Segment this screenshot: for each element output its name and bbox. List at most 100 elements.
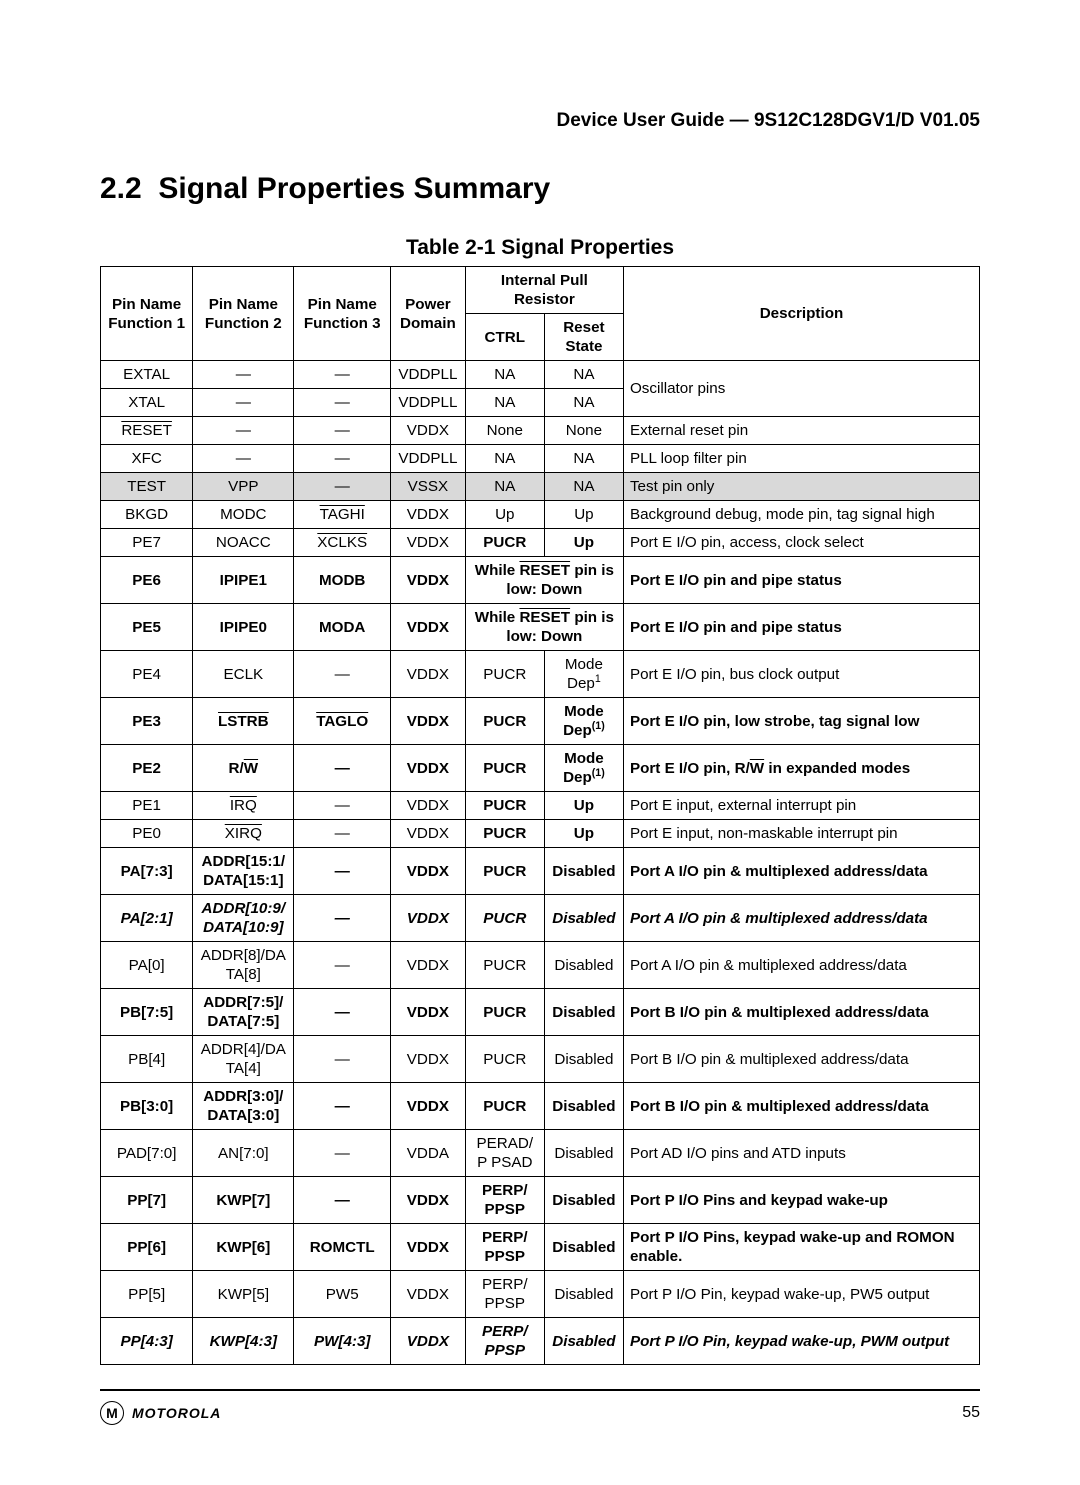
table-cell: PE7 bbox=[101, 529, 193, 557]
table-row: TESTVPP—VSSXNANATest pin only bbox=[101, 473, 980, 501]
table-cell: PERP/ PPSP bbox=[465, 1224, 544, 1271]
table-cell: MODA bbox=[294, 604, 391, 651]
table-cell: PE2 bbox=[101, 745, 193, 792]
table-cell: VDDX bbox=[391, 501, 466, 529]
table-cell: PERAD/P PSAD bbox=[465, 1130, 544, 1177]
table-cell: ADDR[7:5]/DATA[7:5] bbox=[193, 989, 294, 1036]
table-cell: Disabled bbox=[544, 1177, 623, 1224]
table-row: PE6IPIPE1MODBVDDXWhile RESET pin is low:… bbox=[101, 557, 980, 604]
table-cell: PW[4:3] bbox=[294, 1318, 391, 1365]
table-cell: VDDX bbox=[391, 557, 466, 604]
table-cell: VDDX bbox=[391, 1083, 466, 1130]
table-cell: RESET bbox=[101, 417, 193, 445]
table-cell: — bbox=[294, 473, 391, 501]
table-cell: VDDX bbox=[391, 792, 466, 820]
col-pin-f2: Pin Name Function 2 bbox=[193, 267, 294, 361]
table-caption: Table 2-1 Signal Properties bbox=[100, 236, 980, 260]
table-cell: — bbox=[294, 792, 391, 820]
table-cell: Disabled bbox=[544, 1036, 623, 1083]
table-cell: — bbox=[294, 1036, 391, 1083]
table-cell: — bbox=[294, 848, 391, 895]
table-cell: PUCR bbox=[465, 1083, 544, 1130]
table-cell: Disabled bbox=[544, 1083, 623, 1130]
table-cell: NA bbox=[465, 445, 544, 473]
table-cell: PE5 bbox=[101, 604, 193, 651]
col-power: Power Domain bbox=[391, 267, 466, 361]
table-cell: Mode Dep(1) bbox=[544, 745, 623, 792]
table-cell: PUCR bbox=[465, 989, 544, 1036]
table-cell: PB[3:0] bbox=[101, 1083, 193, 1130]
col-desc: Description bbox=[623, 267, 979, 361]
table-cell: PE1 bbox=[101, 792, 193, 820]
table-cell: PB[7:5] bbox=[101, 989, 193, 1036]
motorola-logo-icon: M bbox=[100, 1401, 124, 1425]
table-cell: KWP[5] bbox=[193, 1271, 294, 1318]
table-cell: Disabled bbox=[544, 1224, 623, 1271]
table-row: PE0XIRQ—VDDXPUCRUpPort E input, non-mask… bbox=[101, 820, 980, 848]
table-cell: — bbox=[294, 417, 391, 445]
signal-properties-table: Pin Name Function 1 Pin Name Function 2 … bbox=[100, 266, 980, 1365]
table-cell: VDDPLL bbox=[391, 389, 466, 417]
table-cell: XTAL bbox=[101, 389, 193, 417]
table-cell: VDDX bbox=[391, 604, 466, 651]
table-cell: XFC bbox=[101, 445, 193, 473]
table-cell: While RESET pin is low: Down bbox=[465, 604, 623, 651]
table-cell: PERP/ PPSP bbox=[465, 1318, 544, 1365]
table-cell: Port E input, non-maskable interrupt pin bbox=[623, 820, 979, 848]
table-cell: VDDX bbox=[391, 1318, 466, 1365]
table-cell: — bbox=[294, 651, 391, 698]
table-cell: External reset pin bbox=[623, 417, 979, 445]
table-row: PA[0]ADDR[8]/DATA[8]—VDDXPUCRDisabledPor… bbox=[101, 942, 980, 989]
table-cell: None bbox=[544, 417, 623, 445]
table-cell: Port E I/O pin, low strobe, tag signal l… bbox=[623, 698, 979, 745]
col-pin-f3: Pin Name Function 3 bbox=[294, 267, 391, 361]
table-cell: KWP[4:3] bbox=[193, 1318, 294, 1365]
table-cell: PERP/ PPSP bbox=[465, 1177, 544, 1224]
table-cell: NA bbox=[465, 389, 544, 417]
col-pull: Internal Pull Resistor bbox=[465, 267, 623, 314]
table-row: PA[7:3]ADDR[15:1/DATA[15:1]—VDDXPUCRDisa… bbox=[101, 848, 980, 895]
table-cell: Disabled bbox=[544, 1130, 623, 1177]
col-ctrl: CTRL bbox=[465, 314, 544, 361]
table-row: PAD[7:0]AN[7:0]—VDDAPERAD/P PSADDisabled… bbox=[101, 1130, 980, 1177]
table-cell: None bbox=[465, 417, 544, 445]
table-cell: PP[5] bbox=[101, 1271, 193, 1318]
brand-block: M MOTOROLA bbox=[100, 1401, 221, 1425]
table-cell: NA bbox=[544, 473, 623, 501]
table-cell: XIRQ bbox=[193, 820, 294, 848]
table-cell: IPIPE0 bbox=[193, 604, 294, 651]
table-cell: Port AD I/O pins and ATD inputs bbox=[623, 1130, 979, 1177]
page-footer: M MOTOROLA 55 bbox=[100, 1389, 980, 1425]
col-reset: Reset State bbox=[544, 314, 623, 361]
table-cell: PUCR bbox=[465, 895, 544, 942]
table-cell: VDDX bbox=[391, 989, 466, 1036]
table-cell: — bbox=[294, 389, 391, 417]
table-cell: PP[4:3] bbox=[101, 1318, 193, 1365]
table-cell: VDDX bbox=[391, 1271, 466, 1318]
table-cell: MODC bbox=[193, 501, 294, 529]
table-cell: VDDX bbox=[391, 529, 466, 557]
table-cell: PB[4] bbox=[101, 1036, 193, 1083]
table-cell: Disabled bbox=[544, 942, 623, 989]
table-cell: PUCR bbox=[465, 792, 544, 820]
table-cell: Port E I/O pin, R/W in expanded modes bbox=[623, 745, 979, 792]
table-cell: TAGHI bbox=[294, 501, 391, 529]
table-cell: Port E I/O pin, bus clock output bbox=[623, 651, 979, 698]
table-cell: VDDX bbox=[391, 1036, 466, 1083]
table-cell: PLL loop filter pin bbox=[623, 445, 979, 473]
table-cell: — bbox=[294, 895, 391, 942]
table-cell: NOACC bbox=[193, 529, 294, 557]
table-cell: VPP bbox=[193, 473, 294, 501]
table-cell: PP[7] bbox=[101, 1177, 193, 1224]
table-row: PE4ECLK—VDDXPUCRMode Dep1Port E I/O pin,… bbox=[101, 651, 980, 698]
table-cell: PUCR bbox=[465, 651, 544, 698]
table-cell: Disabled bbox=[544, 989, 623, 1036]
table-cell: Port E input, external interrupt pin bbox=[623, 792, 979, 820]
table-cell: Port A I/O pin & multiplexed address/dat… bbox=[623, 942, 979, 989]
table-cell: PE3 bbox=[101, 698, 193, 745]
table-cell: TAGLO bbox=[294, 698, 391, 745]
table-cell: Port A I/O pin & multiplexed address/dat… bbox=[623, 895, 979, 942]
table-cell: NA bbox=[544, 361, 623, 389]
table-cell: BKGD bbox=[101, 501, 193, 529]
table-cell: Mode Dep(1) bbox=[544, 698, 623, 745]
